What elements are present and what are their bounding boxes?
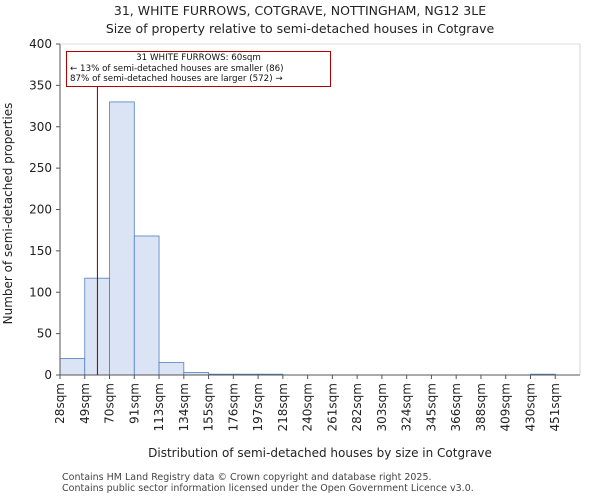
annotation-line-2: ← 13% of semi-detached houses are smalle… xyxy=(70,63,284,74)
x-axis-label: Distribution of semi-detached houses by … xyxy=(148,446,492,460)
x-tick-label: 218sqm xyxy=(276,383,290,431)
marker-annotation: 31 WHITE FURROWS: 60sqm ← 13% of semi-de… xyxy=(66,51,331,87)
annotation-line-3: 87% of semi-detached houses are larger (… xyxy=(70,74,283,84)
x-tick-label: 366sqm xyxy=(449,383,463,431)
x-tick-label: 197sqm xyxy=(251,383,265,431)
y-tick-label: 150 xyxy=(29,244,52,258)
footer-line-2: Contains public sector information licen… xyxy=(62,483,474,494)
x-tick-label: 176sqm xyxy=(226,383,240,431)
x-tick-label: 388sqm xyxy=(474,383,488,431)
y-tick-label: 300 xyxy=(29,120,52,134)
histogram-bar xyxy=(158,362,185,376)
x-tick-label: 324sqm xyxy=(400,383,414,431)
x-tick-label: 49sqm xyxy=(78,383,92,424)
y-axis-label: Number of semi-detached properties xyxy=(1,103,15,325)
x-tick-label: 70sqm xyxy=(103,383,117,424)
footer-line-1: Contains HM Land Registry data © Crown c… xyxy=(62,472,432,483)
y-tick-label: 200 xyxy=(29,203,52,217)
x-tick-label: 409sqm xyxy=(499,383,513,431)
x-tick-label: 240sqm xyxy=(301,383,315,431)
chart-title: 31, WHITE FURROWS, COTGRAVE, NOTTINGHAM,… xyxy=(113,3,487,18)
y-tick-label: 100 xyxy=(29,285,52,299)
footer: Contains HM Land Registry data © Crown c… xyxy=(62,472,474,494)
x-tick-label: 28sqm xyxy=(53,383,67,424)
x-tick-label: 345sqm xyxy=(424,383,438,431)
y-tick-label: 0 xyxy=(44,368,52,382)
x-tick-label: 282sqm xyxy=(350,383,364,431)
histogram-bar xyxy=(59,358,86,376)
x-tick-label: 113sqm xyxy=(152,383,166,431)
y-tick-label: 50 xyxy=(37,327,52,341)
y-tick-label: 400 xyxy=(29,37,52,51)
x-tick-label: 261sqm xyxy=(325,383,339,431)
x-tick-label: 134sqm xyxy=(177,383,191,431)
x-tick-label: 91sqm xyxy=(127,383,141,424)
x-tick-label: 430sqm xyxy=(523,383,537,431)
x-tick-label: 155sqm xyxy=(202,383,216,431)
y-tick-label: 250 xyxy=(29,161,52,175)
chart-subtitle: Size of property relative to semi-detach… xyxy=(105,21,495,36)
histogram-bar xyxy=(109,101,135,376)
annotation-line-1: 31 WHITE FURROWS: 60sqm xyxy=(136,53,261,63)
x-tick-label: 451sqm xyxy=(548,383,562,431)
y-tick-label: 350 xyxy=(29,78,52,92)
histogram-bar xyxy=(133,235,160,376)
x-tick-label: 303sqm xyxy=(375,383,389,431)
